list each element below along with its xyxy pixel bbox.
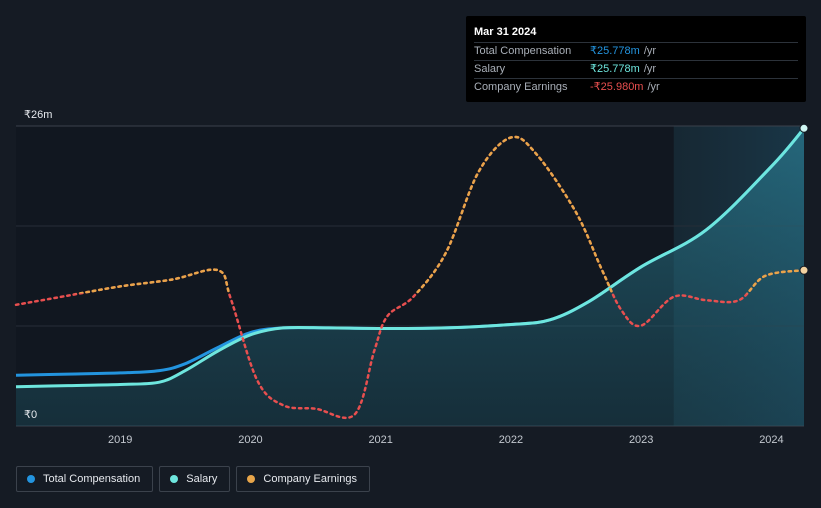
x-tick-label: 2022 [499, 434, 523, 446]
tooltip-unit-earnings: /yr [647, 81, 660, 93]
legend: Total Compensation Salary Company Earnin… [16, 466, 370, 492]
tooltip-value-earnings: -₹25.980m [590, 81, 644, 93]
legend-label: Company Earnings [263, 473, 357, 485]
tooltip-row-salary: Salary ₹25.778m /yr [474, 60, 798, 78]
tooltip-row-total: Total Compensation ₹25.778m /yr [474, 42, 798, 60]
tooltip-panel: Mar 31 2024 Total Compensation ₹25.778m … [466, 16, 806, 102]
salary-end-marker [799, 123, 809, 133]
legend-label: Salary [186, 473, 218, 485]
company-earnings-line-positive [73, 135, 806, 294]
y-tick-label-bottom: ₹0 [24, 409, 38, 421]
x-tick-label: 2020 [238, 434, 262, 446]
legend-item-salary[interactable]: Salary [159, 466, 231, 492]
tooltip-row-earnings: Company Earnings -₹25.980m /yr [474, 78, 798, 96]
tooltip-value-salary: ₹25.778m [590, 63, 640, 75]
tooltip-label-salary: Salary [474, 63, 506, 75]
x-tick-label: 2019 [108, 434, 132, 446]
salary-area [16, 128, 804, 427]
x-tick-label: 2024 [759, 434, 783, 446]
salary-line [15, 127, 806, 389]
tooltip-unit-salary: /yr [643, 63, 657, 75]
tooltip-label-earnings: Company Earnings [474, 81, 568, 93]
x-tick-label: 2021 [368, 434, 392, 446]
legend-item-total-compensation[interactable]: Total Compensation [16, 466, 154, 492]
tooltip-unit-total: /yr [643, 45, 657, 57]
legend-dot-icon [27, 475, 35, 483]
legend-dot-icon [247, 475, 256, 483]
y-tick-label-top: ₹26m [24, 109, 53, 121]
earnings-end-marker [799, 265, 809, 275]
tooltip-label-total: Total Compensation [474, 45, 572, 57]
tooltip-value-total: ₹25.778m [590, 45, 640, 57]
legend-label: Total Compensation [43, 473, 141, 485]
legend-item-company-earnings[interactable]: Company Earnings [236, 466, 370, 492]
legend-dot-icon [170, 475, 179, 483]
tooltip-date: Mar 31 2024 [474, 26, 537, 38]
x-tick-label: 2023 [629, 434, 653, 446]
